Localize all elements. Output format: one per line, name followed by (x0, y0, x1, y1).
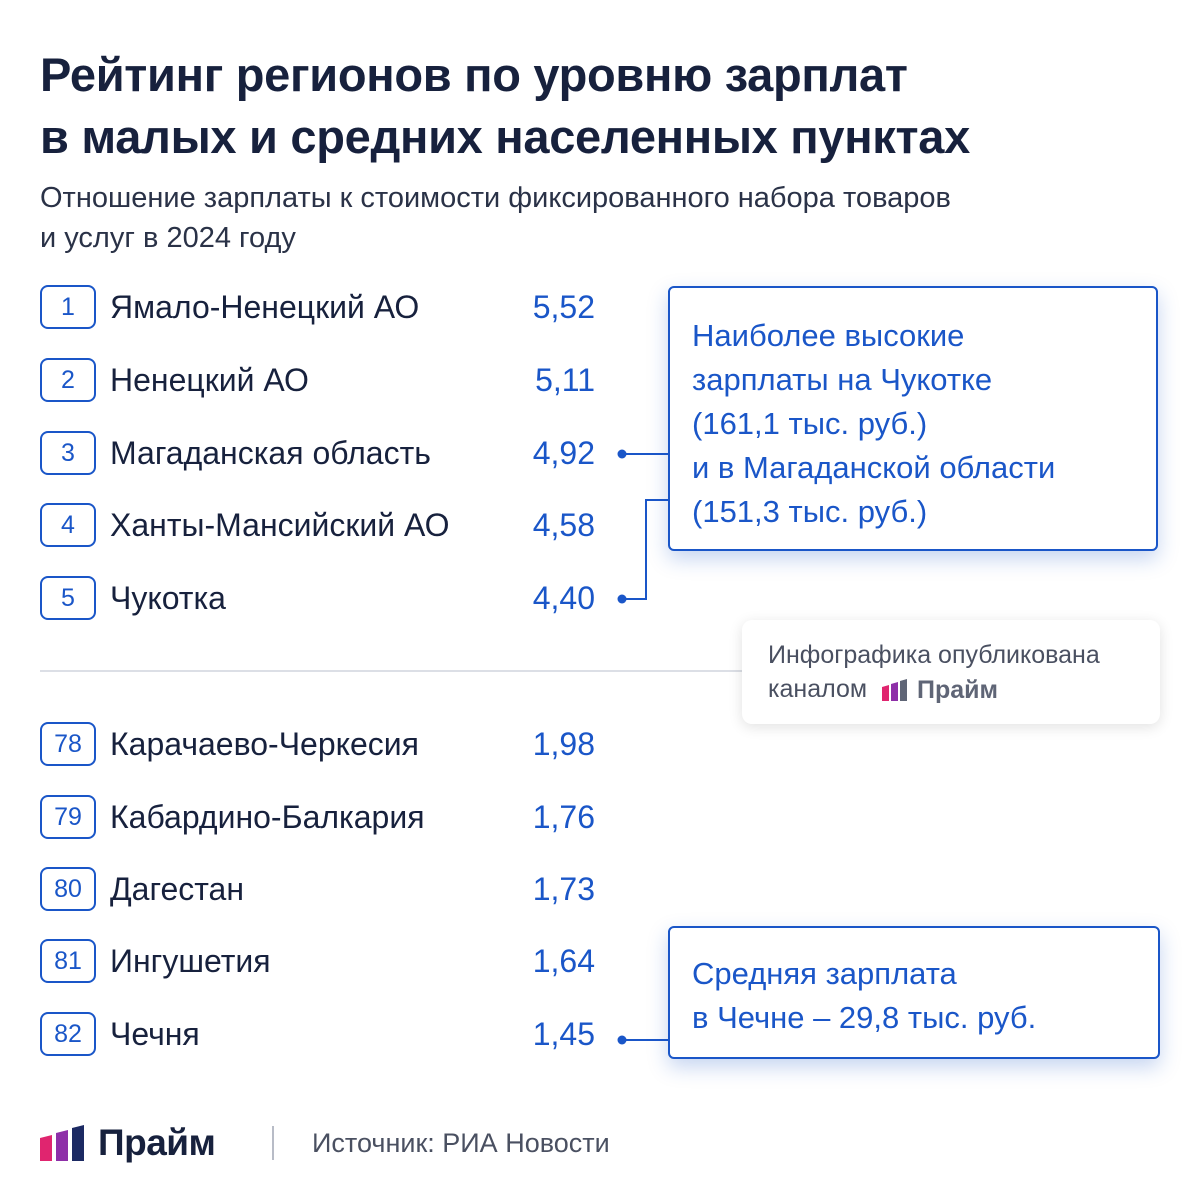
ranking-row: 3 Магаданская область 4,92 (40, 431, 620, 479)
callout-line: (151,3 тыс. руб.) (692, 494, 928, 529)
ratio-value: 1,76 (532, 799, 595, 835)
section-divider (40, 670, 1160, 672)
ranking-row: 79 Кабардино-Балкария 1,76 (40, 795, 620, 843)
connector-line-chukotka (622, 499, 668, 600)
rank-badge: 4 (40, 503, 96, 547)
ranking-row: 78 Карачаево-Черкесия 1,98 (40, 722, 620, 770)
region-name: Магаданская область (110, 435, 431, 471)
prime-logo-text: Прайм (98, 1122, 216, 1163)
rank-badge: 3 (40, 431, 96, 475)
region-name: Чукотка (110, 580, 226, 616)
source-note: Источник: РИА Новости (312, 1128, 610, 1158)
ratio-value: 4,92 (532, 435, 595, 471)
subtitle-line-2: и услуг в 2024 году (40, 222, 296, 254)
rank-badge: 5 (40, 576, 96, 620)
infographic-title: Рейтинг регионов по уровню зарплат в мал… (40, 44, 1160, 168)
ranking-row: 1 Ямало-Ненецкий АО 5,52 (40, 285, 620, 333)
rank-badge: 2 (40, 358, 96, 402)
publication-brand-name: Прайм (917, 676, 999, 705)
publication-channel-label: каналом (768, 675, 868, 703)
ranking-row: 80 Дагестан 1,73 (40, 867, 620, 915)
ranking-row: 4 Ханты-Мансийский АО 4,58 (40, 503, 620, 551)
prime-logo-icon (882, 679, 908, 702)
chechnya-salary-callout: Средняя зарплата в Чечне – 29,8 тыс. руб… (668, 926, 1160, 1059)
ratio-value: 5,11 (535, 362, 595, 398)
prime-logo: Прайм (40, 1122, 216, 1164)
region-name: Кабардино-Балкария (110, 799, 425, 835)
title-line-2: в малых и средних населенных пунктах (40, 110, 970, 163)
callout-line: (161,1 тыс. руб.) (692, 406, 928, 441)
ratio-value: 1,98 (532, 726, 595, 762)
footer-separator (272, 1126, 274, 1160)
infographic-subtitle: Отношение зарплаты к стоимости фиксирова… (40, 178, 1160, 258)
rank-badge: 78 (40, 722, 96, 766)
rank-badge: 81 (40, 939, 96, 983)
rank-badge: 80 (40, 867, 96, 911)
title-line-1: Рейтинг регионов по уровню зарплат (40, 48, 908, 101)
top-salary-callout: Наиболее высокие зарплаты на Чукотке (16… (668, 286, 1158, 551)
region-name: Карачаево-Черкесия (110, 726, 419, 762)
rank-badge: 1 (40, 285, 96, 329)
rank-badge: 79 (40, 795, 96, 839)
region-name: Дагестан (110, 871, 244, 907)
region-name: Ханты-Мансийский АО (110, 507, 450, 543)
rank-badge: 82 (40, 1012, 96, 1056)
ratio-value: 1,73 (532, 871, 595, 907)
callout-line: и в Магаданской области (692, 450, 1056, 485)
ranking-row: 81 Ингушетия 1,64 (40, 939, 620, 987)
prime-logo-icon (40, 1125, 84, 1161)
region-name: Ненецкий АО (110, 362, 309, 398)
publication-line-1: Инфографика опубликована (768, 641, 1100, 669)
publication-line-2: каналом Прайм (768, 672, 1160, 707)
ranking-row: 5 Чукотка 4,40 (40, 576, 620, 624)
ratio-value: 1,45 (532, 1016, 595, 1052)
subtitle-line-1: Отношение зарплаты к стоимости фиксирова… (40, 182, 951, 214)
ratio-value: 4,58 (532, 507, 595, 543)
region-name: Ямало-Ненецкий АО (110, 289, 420, 325)
ratio-value: 1,64 (532, 943, 595, 979)
callout-line: Наиболее высокие (692, 318, 965, 353)
region-name: Чечня (110, 1016, 200, 1052)
footer: Прайм Источник: РИА Новости (40, 1118, 1160, 1168)
publication-card: Инфографика опубликована каналом Прайм (742, 620, 1160, 724)
callout-line: Средняя зарплата (692, 956, 957, 991)
ratio-value: 4,40 (532, 580, 595, 616)
ratio-value: 5,52 (532, 289, 595, 325)
ranking-row: 82 Чечня 1,45 (40, 1012, 620, 1060)
callout-line: в Чечне – 29,8 тыс. руб. (692, 1000, 1037, 1035)
publication-brand: Прайм (882, 673, 998, 707)
ranking-row: 2 Ненецкий АО 5,11 (40, 358, 620, 406)
region-name: Ингушетия (110, 943, 271, 979)
callout-line: зарплаты на Чукотке (692, 362, 993, 397)
